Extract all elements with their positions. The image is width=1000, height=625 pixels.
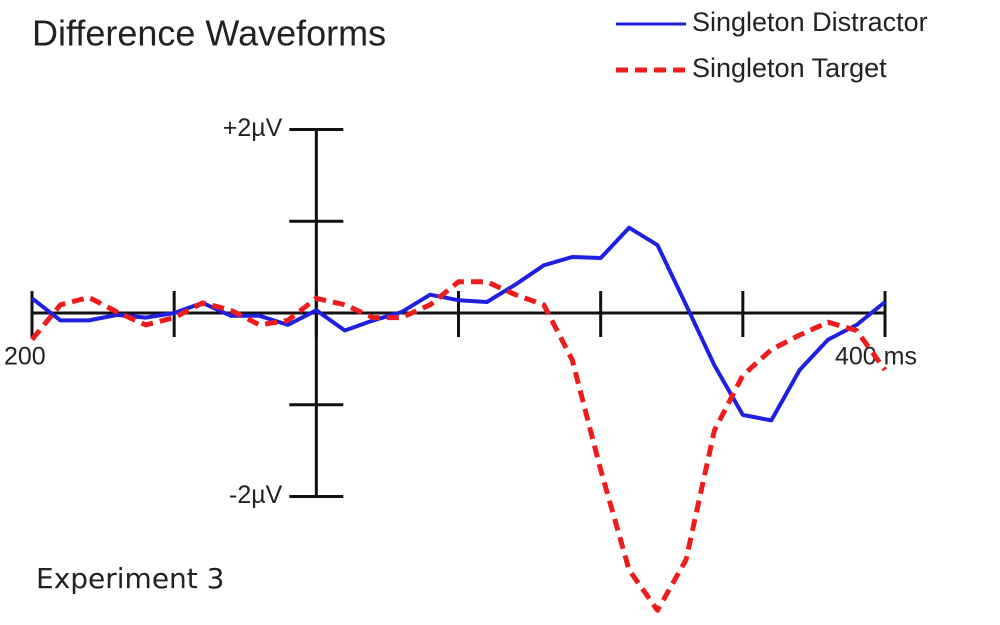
series-line bbox=[30, 225, 887, 423]
chart-title: Difference Waveforms bbox=[32, 13, 386, 54]
series-line bbox=[30, 279, 888, 613]
y-tick-label: -2µV bbox=[229, 481, 283, 509]
legend-label: Singleton Distractor bbox=[692, 7, 928, 37]
legend-label: Singleton Target bbox=[692, 53, 887, 83]
y-tick-label: +2µV bbox=[223, 114, 283, 142]
annotation: Experiment 3 bbox=[36, 562, 225, 595]
x-tick-label: 200 bbox=[4, 343, 46, 371]
